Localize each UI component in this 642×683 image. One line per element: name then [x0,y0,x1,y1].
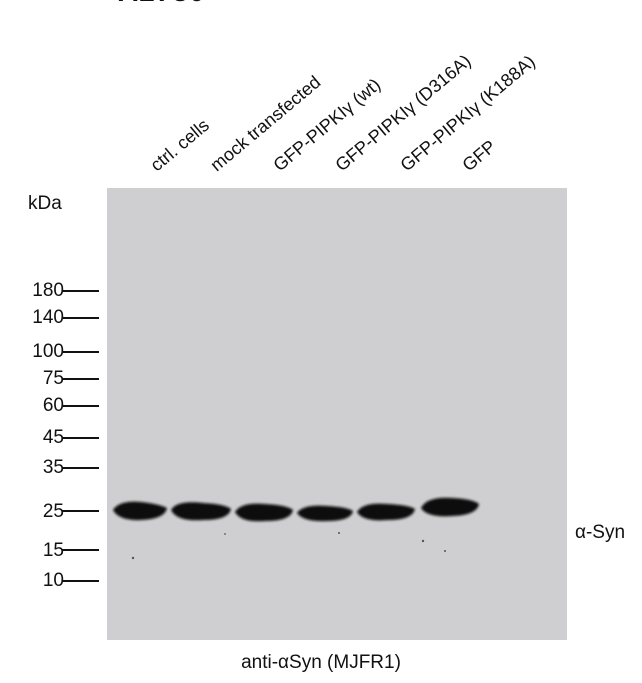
mw-marker-140: 140 [32,307,64,328]
mw-marker-35: 35 [42,457,64,478]
lane-label-gfp: GFP [458,136,500,176]
band-lane-2 [171,502,231,521]
lane-label-ctrl-cells: ctrl. cells [146,114,213,176]
mw-tick-60 [62,405,99,407]
antibody-caption: anti-αSyn (MJFR1) [241,652,401,673]
speck [421,539,425,543]
band-lane-5 [357,503,415,521]
blot-membrane [107,188,567,640]
band-lane-1 [113,501,167,521]
mw-tick-25 [62,510,99,512]
mw-marker-25: 25 [42,501,64,522]
band-lane-3 [235,503,293,522]
mw-tick-35 [62,467,99,469]
mw-tick-75 [62,378,99,380]
mw-tick-10 [62,580,99,582]
mw-marker-45: 45 [42,427,64,448]
mw-marker-15: 15 [42,540,64,561]
mw-marker-75: 75 [42,368,64,389]
mw-tick-100 [62,351,99,353]
speck [338,532,340,534]
lane-label-mock-transfected: mock transfected [206,71,325,176]
speck [131,556,135,560]
speck [224,533,226,535]
band-lane-6 [421,497,479,517]
mw-marker-100: 100 [32,341,64,362]
alpha-syn-band-label: α-Syn [575,522,626,543]
figure-panel-title: A2780 [118,0,206,8]
mw-tick-45 [62,437,99,439]
kda-unit-label: kDa [28,193,62,214]
mw-tick-140 [62,317,99,319]
protein-bands [113,497,479,560]
mw-marker-180: 180 [32,280,64,301]
mw-marker-10: 10 [42,570,64,591]
lane-label-gfp-pipki-wt: GFP-PIPKIγ (wt) [269,74,385,176]
mw-marker-60: 60 [42,395,64,416]
speck [444,550,446,552]
mw-tick-15 [62,549,99,551]
band-lane-4 [297,505,353,522]
mw-tick-180 [62,290,99,292]
